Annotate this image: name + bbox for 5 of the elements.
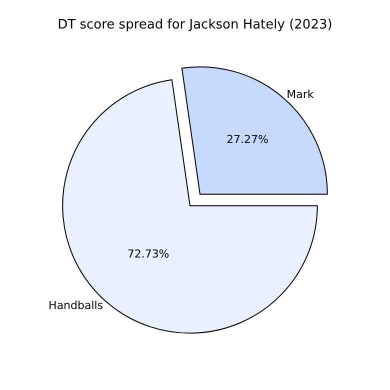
slice-label: Handballs bbox=[48, 299, 104, 312]
data-label: 72.73% bbox=[127, 247, 170, 260]
chart-title: DT score spread for Jackson Hately (2023) bbox=[58, 18, 332, 33]
data-label: 27.27% bbox=[226, 132, 268, 146]
slice-label: Mark bbox=[286, 88, 314, 101]
